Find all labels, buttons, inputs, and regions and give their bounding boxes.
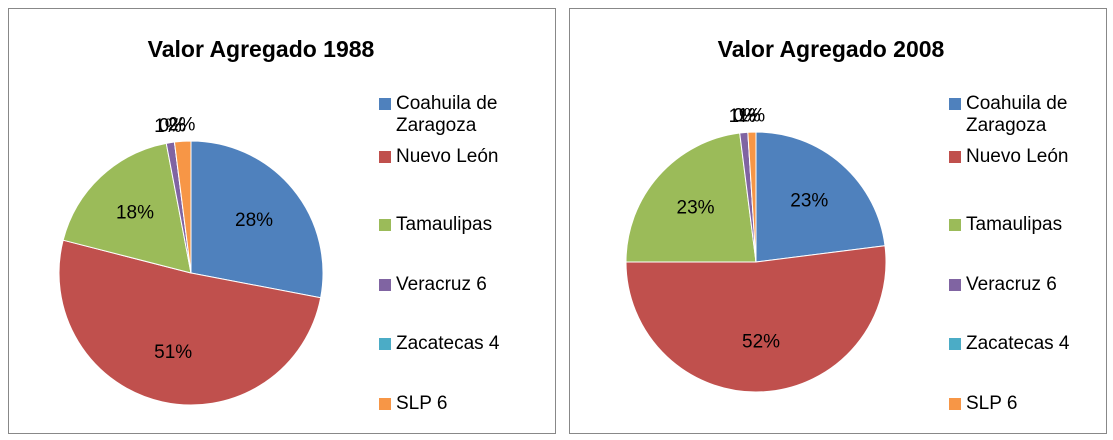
legend-swatch <box>379 151 391 163</box>
legend-label: Veracruz 6 <box>966 274 1057 295</box>
legend-swatch <box>949 151 961 163</box>
chart-panel: Valor Agregado 2008 23% 52% 23% 1% 0% 1% Coahui… <box>569 8 1107 434</box>
data-label: 2% <box>168 114 196 135</box>
legend-item: SLP 6 <box>949 393 1113 415</box>
legend-item: Nuevo León <box>949 146 1113 168</box>
legend-swatch <box>379 338 391 350</box>
pie-chart: Valor Agregado 1988 28% 51% 18% 1%0%2% <box>58 36 375 406</box>
pie-slice <box>625 132 757 263</box>
legend-item: Tamaulipas <box>379 214 546 236</box>
legend-item: Tamaulipas <box>949 214 1113 236</box>
legend-label: SLP 6 <box>966 393 1018 414</box>
pie-slice <box>755 131 886 263</box>
legend-swatch <box>949 219 961 231</box>
chart-panel: Valor Agregado 1988 28% 51% 18% 1% 0% 2% Coahui… <box>8 8 556 434</box>
data-label: 51% <box>154 342 192 363</box>
legend-label: Nuevo León <box>396 146 499 167</box>
pie-slice <box>625 245 887 393</box>
legend-label: Tamaulipas <box>966 214 1063 235</box>
legend-label: Coahuila de Zaragoza <box>396 93 498 136</box>
legend-item: Nuevo León <box>379 146 546 168</box>
data-label: 1% <box>738 105 766 126</box>
legend-label: Coahuila de Zaragoza <box>966 93 1068 136</box>
data-label: 1% <box>729 106 757 127</box>
legend-swatch <box>379 279 391 291</box>
data-label: 18% <box>116 202 154 223</box>
data-label: 23% <box>677 198 715 219</box>
legend-label: Zacatecas 4 <box>966 333 1070 354</box>
legend-label: Nuevo León <box>966 146 1069 167</box>
legend-swatch <box>949 398 961 410</box>
legend-item: Coahuila de Zaragoza <box>949 93 1113 137</box>
legend-item: Zacatecas 4 <box>949 333 1113 355</box>
legend-swatch <box>379 219 391 231</box>
legend-swatch <box>949 338 961 350</box>
legend-item: Veracruz 6 <box>949 274 1113 296</box>
legend-label: Veracruz 6 <box>396 274 487 295</box>
data-label: 28% <box>235 210 273 231</box>
legend-label: Zacatecas 4 <box>396 333 500 354</box>
legend-swatch <box>949 279 961 291</box>
pie-chart: Valor Agregado 2008 23% 52% 23% 1%0%1% <box>625 36 945 393</box>
data-label: 0% <box>733 106 761 127</box>
legend-item: Veracruz 6 <box>379 274 546 296</box>
legend-swatch <box>949 98 961 110</box>
pie-slice <box>62 142 192 274</box>
legend-item: Coahuila de Zaragoza <box>379 93 546 137</box>
legend-swatch <box>379 398 391 410</box>
data-label: 23% <box>790 191 828 212</box>
data-label: 1% <box>154 116 182 137</box>
pie-slice <box>173 140 192 274</box>
chart-title: Valor Agregado 1988 <box>148 36 375 62</box>
pie-slice <box>747 131 757 263</box>
legend-label: SLP 6 <box>396 393 448 414</box>
legend-label: Tamaulipas <box>396 214 493 235</box>
data-label: 0% <box>159 115 187 136</box>
legend-item: Zacatecas 4 <box>379 333 546 355</box>
legend-item: SLP 6 <box>379 393 546 415</box>
pie-slice <box>58 239 322 406</box>
legend-swatch <box>379 98 391 110</box>
pie-slice <box>190 140 324 299</box>
chart-title: Valor Agregado 2008 <box>718 36 945 62</box>
data-label: 52% <box>742 331 780 352</box>
